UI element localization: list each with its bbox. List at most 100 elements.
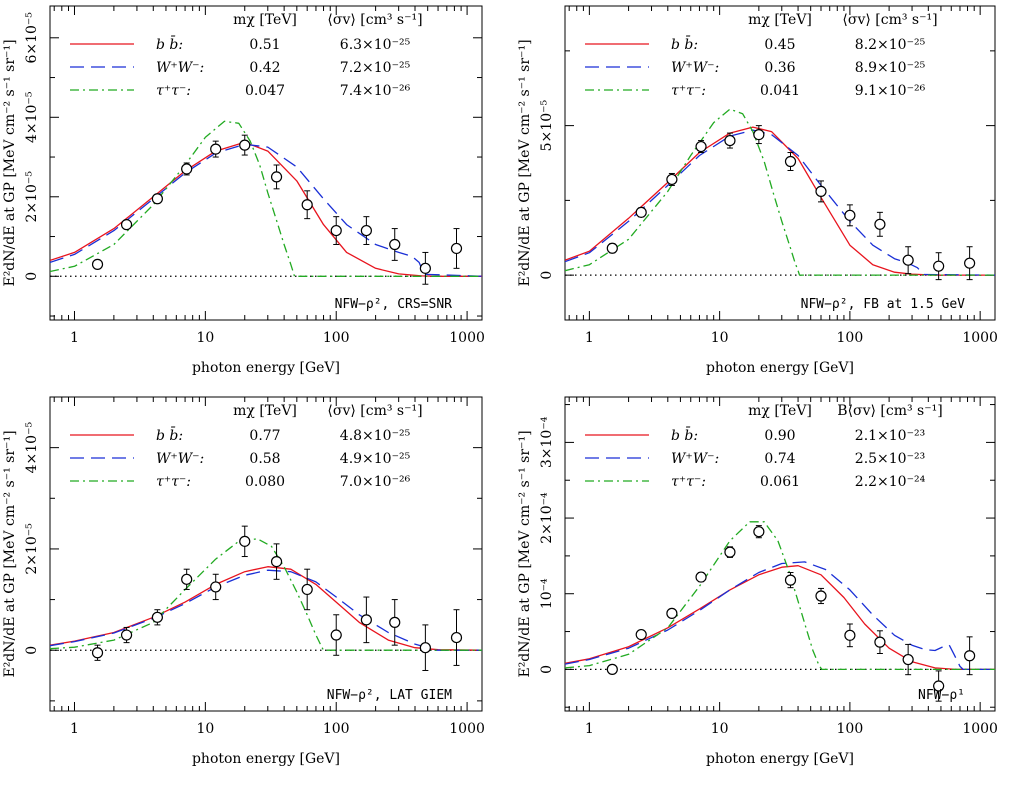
- legend-channel: W⁺W⁻:: [156, 60, 204, 76]
- y-tick-label: 0: [24, 646, 40, 655]
- x-tick-label: 1000: [962, 330, 998, 346]
- series-line-ww: [565, 561, 995, 671]
- legend-channel: τ⁺τ⁻:: [671, 83, 706, 99]
- y-tick-label: 2×10⁻⁴: [539, 492, 555, 544]
- legend-sigma-header: B⟨σv⟩ [cm³ s⁻¹]: [837, 403, 942, 419]
- data-point: [695, 140, 707, 154]
- legend-mass: 0.047: [245, 83, 285, 99]
- legend-mass: 0.041: [760, 83, 800, 99]
- data-point: [210, 140, 222, 158]
- data-point: [964, 246, 976, 281]
- y-axis-label: E²dN/dE at GP [MeV cm⁻² s⁻¹ sr⁻¹]: [2, 39, 18, 286]
- x-tick-label: 10: [196, 330, 214, 346]
- legend-sigma: 2.1×10⁻²³: [855, 428, 925, 444]
- data-point: [815, 180, 827, 203]
- data-point: [666, 607, 678, 619]
- data-point: [270, 164, 283, 190]
- data-point: [210, 573, 222, 601]
- series-line-bb: [50, 566, 482, 651]
- x-axis-label: photon energy [GeV]: [192, 751, 340, 767]
- legend-channel: τ⁺τ⁻:: [671, 474, 706, 490]
- legend-mass: 0.51: [249, 37, 280, 53]
- legend-sigma: 6.3×10⁻²⁵: [340, 37, 411, 53]
- legend-mass: 0.45: [764, 37, 795, 53]
- series-line-bb: [50, 141, 482, 277]
- data-point: [784, 152, 797, 171]
- series-line-tt: [565, 108, 995, 276]
- data-point: [724, 132, 736, 149]
- data-point: [753, 125, 765, 145]
- data-point: [874, 211, 886, 237]
- panel-top-left: 1 10 100 1000 0 2×10⁻⁵ 4×10⁻⁵ 6×10⁻⁵ photon ener…: [2, 5, 485, 376]
- legend-channel: τ⁺τ⁻:: [156, 83, 191, 99]
- legend-mass-header: mχ [TeV]: [233, 403, 297, 419]
- panel-annotation: NFW−ρ¹: [918, 688, 965, 703]
- legend-channel: τ⁺τ⁻:: [156, 474, 191, 490]
- data-point: [844, 623, 856, 648]
- legend-mass: 0.77: [249, 428, 280, 444]
- legend-sigma: 7.4×10⁻²⁶: [340, 83, 411, 99]
- legend-sigma: 9.1×10⁻²⁶: [855, 83, 926, 99]
- data-point: [120, 219, 133, 231]
- panel-annotation: NFW−ρ², CRS=SNR: [335, 297, 453, 312]
- data-point: [666, 172, 678, 186]
- legend-mass: 0.42: [249, 60, 280, 76]
- data-point: [635, 628, 647, 641]
- legend-channel: b b̄:: [671, 35, 698, 53]
- data-point: [151, 193, 163, 205]
- series-line-ww: [565, 129, 995, 276]
- x-tick-label: 1: [70, 330, 79, 346]
- y-tick-label: 3×10⁻⁴: [539, 416, 555, 468]
- x-tick-label: 10: [711, 330, 729, 346]
- data-point: [964, 636, 976, 676]
- x-tick-label: 1000: [962, 721, 998, 737]
- plot-frame: [49, 5, 483, 321]
- data-point: [120, 626, 133, 644]
- data-point: [635, 206, 647, 218]
- data-point: [606, 242, 618, 254]
- y-axis-label: E²dN/dE at GP [MeV cm⁻² s⁻¹ sr⁻¹]: [517, 430, 533, 677]
- x-tick-label: 10: [196, 721, 214, 737]
- y-tick-label: 6×10⁻⁵: [24, 12, 40, 64]
- x-axis-label: photon energy [GeV]: [706, 360, 854, 376]
- y-tick-label: 0: [24, 272, 40, 281]
- legend-mass: 0.36: [764, 60, 795, 76]
- data-point: [419, 251, 431, 285]
- data-point: [695, 571, 707, 583]
- data-point: [91, 258, 104, 270]
- data-point: [450, 228, 463, 269]
- legend-sigma-header: ⟨σv⟩ [cm³ s⁻¹]: [327, 12, 422, 28]
- plot-frame: [49, 396, 483, 712]
- legend-mass-header: mχ [TeV]: [748, 403, 812, 419]
- data-point: [874, 630, 886, 654]
- data-point: [815, 587, 827, 605]
- legend-channel: b b̄:: [671, 426, 698, 444]
- y-tick-label: 0: [539, 665, 555, 674]
- series-line-bb: [565, 565, 995, 671]
- legend-mass: 0.90: [764, 428, 795, 444]
- legend-mass: 0.74: [764, 451, 795, 467]
- panel-top-right: 1 10 100 1000 0 5×10⁻⁵ photon energy [GeV] E²dN…: [517, 5, 998, 376]
- x-tick-label: 100: [323, 330, 350, 346]
- plot-frame: [564, 396, 996, 712]
- data-point: [933, 252, 945, 281]
- series-line-tt: [50, 538, 482, 651]
- x-tick-label: 1000: [449, 721, 485, 737]
- data-point: [239, 134, 251, 156]
- x-axis-label: photon energy [GeV]: [192, 360, 340, 376]
- data-point: [301, 568, 313, 611]
- data-point: [360, 596, 372, 644]
- legend-mass-header: mχ [TeV]: [748, 12, 812, 28]
- legend-channel: W⁺W⁻:: [671, 60, 719, 76]
- y-tick-label: 2×10⁻⁵: [24, 523, 40, 575]
- y-axis-label: E²dN/dE at GP [MeV cm⁻² s⁻¹ sr⁻¹]: [2, 430, 18, 677]
- legend-mass: 0.080: [245, 474, 285, 490]
- legend-mass: 0.061: [760, 474, 800, 490]
- data-point: [239, 525, 251, 558]
- data-point: [724, 546, 736, 558]
- legend-sigma-header: ⟨σv⟩ [cm³ s⁻¹]: [842, 12, 937, 28]
- legend-channel: b b̄:: [156, 35, 183, 53]
- legend-sigma: 2.5×10⁻²³: [855, 451, 925, 467]
- x-tick-label: 10: [711, 721, 729, 737]
- data-point: [753, 525, 765, 539]
